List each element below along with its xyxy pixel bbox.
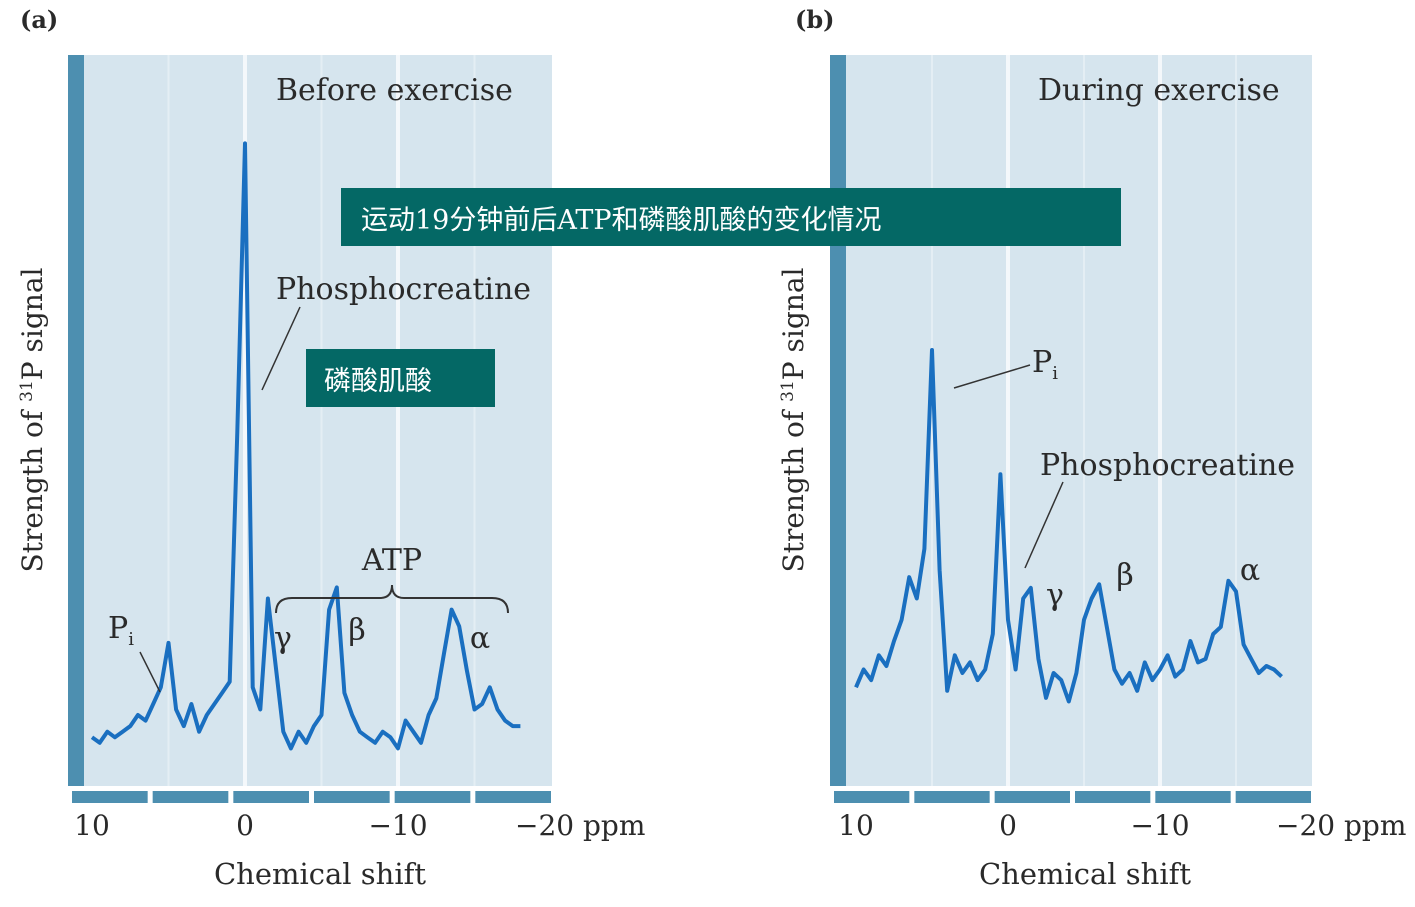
y-axis-label-part: P signal bbox=[777, 267, 810, 380]
scale-bar-segment bbox=[394, 791, 471, 803]
y-axis-label-part: Strength of bbox=[777, 402, 810, 573]
grid-line bbox=[931, 55, 933, 786]
y-axis-label-part: P signal bbox=[16, 267, 49, 380]
grid-line bbox=[243, 55, 247, 786]
spectrum-line bbox=[90, 141, 521, 751]
frame-left bbox=[68, 55, 84, 786]
gamma-label: γ bbox=[1046, 578, 1064, 613]
x-tick-label: −10 bbox=[368, 809, 427, 842]
scale-bar-segment bbox=[233, 791, 309, 803]
scale-bar-segment bbox=[1075, 791, 1151, 803]
frame-left bbox=[830, 55, 846, 786]
phosphocreatine-cn-label: 磷酸肌酸 bbox=[306, 349, 495, 407]
grid-line bbox=[396, 55, 400, 786]
panel-b bbox=[830, 55, 1312, 803]
phosphocreatine-leader bbox=[261, 306, 301, 391]
grid-line bbox=[167, 55, 170, 786]
scale-bar-segment bbox=[72, 791, 148, 803]
atp-brace bbox=[275, 584, 509, 614]
gamma-label: γ bbox=[274, 621, 292, 656]
panel-a bbox=[68, 55, 552, 803]
panel-label: (a) bbox=[20, 5, 58, 34]
x-tick-label: 0 bbox=[236, 809, 254, 842]
x-tick-label: 0 bbox=[999, 809, 1017, 842]
pi-leader bbox=[953, 364, 1031, 389]
alpha-label: α bbox=[470, 621, 490, 656]
panel-label: (b) bbox=[795, 5, 835, 34]
y-axis-label-superscript: 31 bbox=[17, 380, 37, 402]
phosphocreatine-label: Phosphocreatine bbox=[1040, 448, 1295, 483]
scale-bar-segment bbox=[914, 791, 990, 803]
scale-bar-segment bbox=[314, 791, 390, 803]
scale-bar-segment bbox=[834, 791, 910, 803]
scale-bar-segment bbox=[475, 791, 551, 803]
x-tick-label: −20 ppm bbox=[1276, 809, 1406, 842]
chart-title: Before exercise bbox=[276, 73, 513, 108]
phosphocreatine-label: Phosphocreatine bbox=[276, 272, 531, 307]
phosphocreatine-leader bbox=[1024, 481, 1064, 569]
x-tick-label: 10 bbox=[838, 809, 874, 842]
pi-subscript: i bbox=[128, 629, 134, 650]
atp-label: ATP bbox=[361, 543, 422, 578]
scale-bar-segment bbox=[1155, 791, 1231, 803]
pi-subscript: i bbox=[1052, 363, 1058, 384]
chart-title: During exercise bbox=[1038, 73, 1280, 108]
grid-line bbox=[1235, 55, 1237, 786]
beta-label: β bbox=[348, 613, 365, 648]
y-axis-label: Strength of 31P signal bbox=[777, 267, 810, 572]
grid-line bbox=[1006, 55, 1010, 786]
x-tick-label: 10 bbox=[74, 809, 110, 842]
scale-bar-segment bbox=[152, 791, 229, 803]
grid-line bbox=[1083, 55, 1085, 786]
plot-area bbox=[68, 55, 552, 786]
grid-line bbox=[1158, 55, 1162, 786]
grid-line bbox=[320, 55, 323, 786]
x-axis-label: Chemical shift bbox=[214, 857, 426, 891]
y-axis-label: Strength of 31P signal bbox=[16, 267, 49, 572]
y-axis-label-part: Strength of bbox=[16, 402, 49, 573]
pi-leader bbox=[139, 651, 161, 693]
beta-label: β bbox=[1116, 558, 1133, 593]
x-tick-label: −20 ppm bbox=[515, 809, 645, 842]
scale-bar-segment bbox=[1235, 791, 1311, 803]
spectrum-line bbox=[854, 348, 1283, 704]
x-tick-label: −10 bbox=[1130, 809, 1189, 842]
y-axis-label-superscript: 31 bbox=[778, 380, 798, 402]
alpha-label: α bbox=[1240, 553, 1260, 588]
x-axis-label: Chemical shift bbox=[979, 857, 1191, 891]
scale-bar-segment bbox=[994, 791, 1070, 803]
caption-banner: 运动19分钟前后ATP和磷酸肌酸的变化情况 bbox=[341, 188, 1121, 246]
grid-line bbox=[473, 55, 476, 786]
plot-area bbox=[830, 55, 1312, 786]
